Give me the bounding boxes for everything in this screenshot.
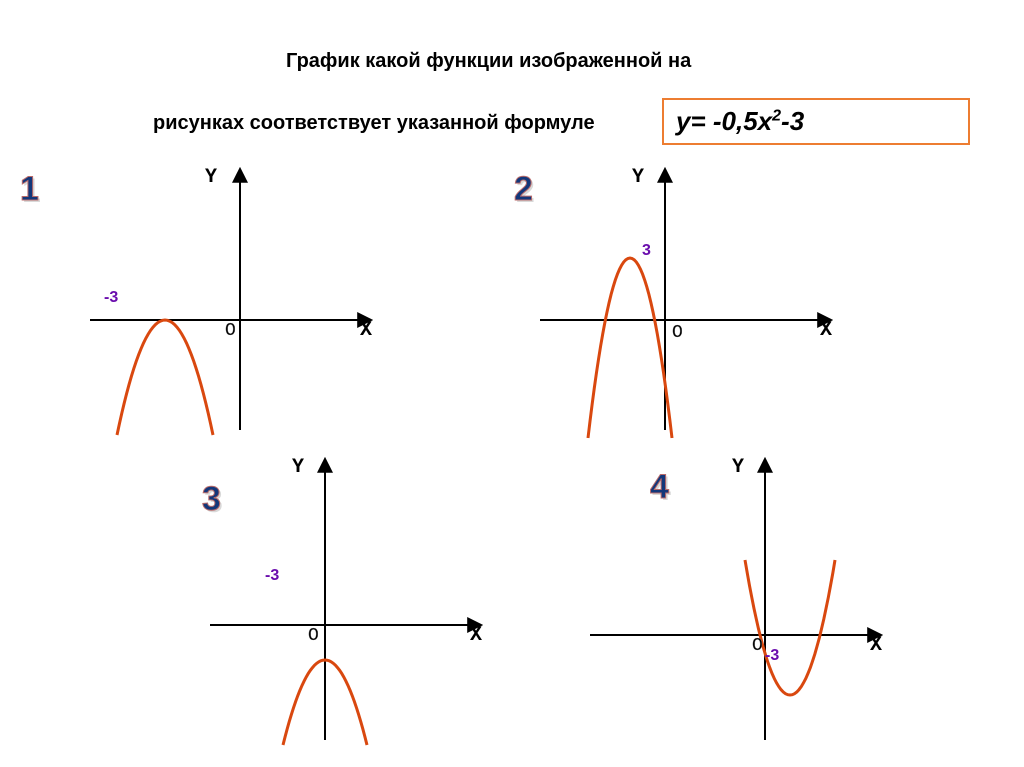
title-line-1: График какой функции изображенной на (286, 50, 691, 73)
y-axis-label: Y (732, 456, 744, 479)
graph-svg-4: Y X O -3 (560, 450, 890, 750)
graph-panel-4: 4 Y X O -3 (560, 450, 890, 750)
panel-number-1: 1 (20, 170, 39, 209)
y-axis-label: Y (205, 166, 217, 189)
parabola-curve (745, 560, 835, 695)
parabola-curve (588, 258, 672, 438)
x-axis-label: X (870, 634, 882, 657)
panel-number-3: 3 (202, 480, 221, 519)
panel-number-2: 2 (514, 170, 533, 209)
origin-label: O (308, 626, 319, 646)
tick-label: -3 (265, 567, 279, 584)
graph-svg-3: Y X O -3 (180, 450, 510, 750)
tick-label: -3 (765, 647, 779, 664)
graph-svg-2: Y X O 3 (520, 160, 850, 440)
y-axis-label: Y (292, 456, 304, 479)
title-line-2: рисунках соответствует указанной формуле (153, 112, 595, 135)
y-axis-label: Y (632, 166, 644, 189)
graph-panel-3: 3 Y X O -3 (180, 450, 510, 750)
origin-label: O (752, 636, 763, 656)
origin-label: O (672, 323, 683, 343)
tick-label: -3 (104, 289, 118, 306)
graph-panel-2: 2 Y X O 3 (520, 160, 850, 440)
formula-box: y= -0,5x2-3 (662, 98, 970, 145)
x-axis-label: X (360, 319, 372, 342)
panel-number-4: 4 (650, 468, 669, 507)
x-axis-label: X (470, 624, 482, 647)
graph-svg-1: Y X O -3 (50, 160, 380, 440)
origin-label: O (225, 321, 236, 341)
parabola-curve (117, 320, 213, 435)
formula-text: y= -0,5x2-3 (676, 106, 804, 136)
graph-panel-1: 1 Y X O -3 (50, 160, 380, 440)
tick-label: 3 (642, 242, 651, 259)
x-axis-label: X (820, 319, 832, 342)
